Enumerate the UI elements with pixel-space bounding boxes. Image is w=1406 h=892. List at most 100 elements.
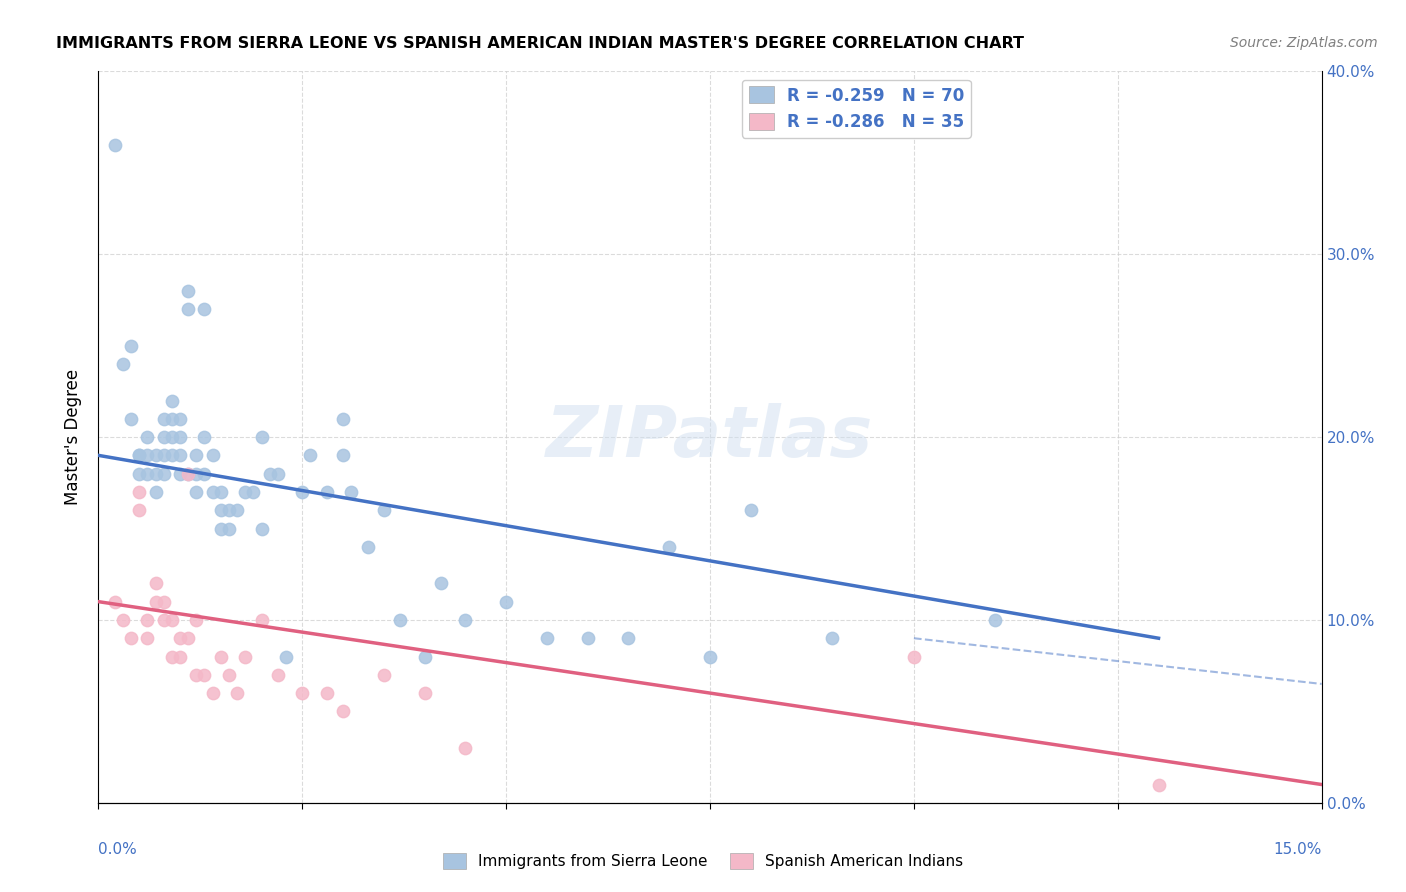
Point xyxy=(332,705,354,719)
Point xyxy=(201,449,224,463)
Point xyxy=(617,632,640,646)
Point xyxy=(226,686,249,700)
Point xyxy=(145,449,167,463)
Point xyxy=(145,576,167,591)
Point xyxy=(152,449,174,463)
Point xyxy=(160,430,183,444)
Point xyxy=(267,667,290,681)
Point xyxy=(193,430,215,444)
Legend: R = -0.259   N = 70, R = -0.286   N = 35: R = -0.259 N = 70, R = -0.286 N = 35 xyxy=(742,79,970,137)
Point xyxy=(299,449,322,463)
Point xyxy=(233,485,256,500)
Point xyxy=(177,467,200,481)
Point xyxy=(658,540,681,554)
Point xyxy=(218,667,240,681)
Point xyxy=(177,632,200,646)
Point xyxy=(291,686,314,700)
Point xyxy=(120,412,142,426)
Point xyxy=(169,430,191,444)
Point xyxy=(186,613,208,627)
Point xyxy=(209,503,232,517)
Point xyxy=(152,430,174,444)
Point xyxy=(209,485,232,500)
Point xyxy=(169,449,191,463)
Point xyxy=(699,649,721,664)
Point xyxy=(267,467,290,481)
Point xyxy=(152,467,174,481)
Point xyxy=(274,649,297,664)
Point xyxy=(160,649,183,664)
Text: IMMIGRANTS FROM SIERRA LEONE VS SPANISH AMERICAN INDIAN MASTER'S DEGREE CORRELAT: IMMIGRANTS FROM SIERRA LEONE VS SPANISH … xyxy=(56,36,1024,51)
Point xyxy=(218,521,240,535)
Point xyxy=(177,301,200,317)
Point xyxy=(218,503,240,517)
Point xyxy=(903,649,925,664)
Point xyxy=(104,137,127,152)
Point xyxy=(389,613,412,627)
Point xyxy=(128,485,150,500)
Point xyxy=(136,632,159,646)
Point xyxy=(250,430,273,444)
Point xyxy=(136,613,159,627)
Point xyxy=(209,521,232,535)
Point xyxy=(250,521,273,535)
Point xyxy=(193,301,215,317)
Point xyxy=(495,594,517,608)
Point xyxy=(226,503,249,517)
Text: 0.0%: 0.0% xyxy=(98,842,138,857)
Point xyxy=(454,613,477,627)
Point xyxy=(356,540,378,554)
Point xyxy=(201,686,224,700)
Point xyxy=(332,412,354,426)
Point xyxy=(177,467,200,481)
Point xyxy=(373,503,395,517)
Point xyxy=(145,594,167,608)
Point xyxy=(120,338,142,352)
Point xyxy=(373,667,395,681)
Point xyxy=(136,467,159,481)
Point xyxy=(169,649,191,664)
Point xyxy=(291,485,314,500)
Point xyxy=(193,667,215,681)
Point xyxy=(315,485,337,500)
Point xyxy=(576,632,599,646)
Point xyxy=(454,740,477,755)
Point xyxy=(193,467,215,481)
Point xyxy=(186,485,208,500)
Point xyxy=(160,412,183,426)
Point xyxy=(536,632,558,646)
Point xyxy=(186,449,208,463)
Y-axis label: Master's Degree: Master's Degree xyxy=(65,369,83,505)
Point xyxy=(136,449,159,463)
Point xyxy=(104,594,127,608)
Point xyxy=(169,467,191,481)
Point xyxy=(186,667,208,681)
Point xyxy=(315,686,337,700)
Point xyxy=(160,449,183,463)
Point xyxy=(177,284,200,298)
Point xyxy=(413,686,436,700)
Point xyxy=(128,503,150,517)
Point xyxy=(740,503,762,517)
Point xyxy=(209,649,232,664)
Point xyxy=(332,449,354,463)
Point xyxy=(821,632,844,646)
Point xyxy=(128,467,150,481)
Point xyxy=(259,467,281,481)
Point xyxy=(152,613,174,627)
Point xyxy=(120,632,142,646)
Point xyxy=(233,649,256,664)
Point xyxy=(152,594,174,608)
Point xyxy=(152,412,174,426)
Text: Source: ZipAtlas.com: Source: ZipAtlas.com xyxy=(1230,36,1378,50)
Point xyxy=(128,449,150,463)
Point xyxy=(201,485,224,500)
Point xyxy=(160,613,183,627)
Point xyxy=(136,430,159,444)
Point xyxy=(111,357,134,371)
Point xyxy=(340,485,363,500)
Text: 15.0%: 15.0% xyxy=(1274,842,1322,857)
Point xyxy=(1147,777,1170,792)
Point xyxy=(128,449,150,463)
Point xyxy=(145,485,167,500)
